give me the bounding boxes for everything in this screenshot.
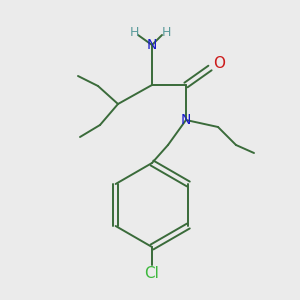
Text: H: H	[129, 26, 139, 38]
Text: N: N	[147, 38, 157, 52]
Text: H: H	[161, 26, 171, 38]
Text: Cl: Cl	[145, 266, 159, 281]
Text: N: N	[181, 113, 191, 127]
Text: O: O	[213, 56, 225, 70]
